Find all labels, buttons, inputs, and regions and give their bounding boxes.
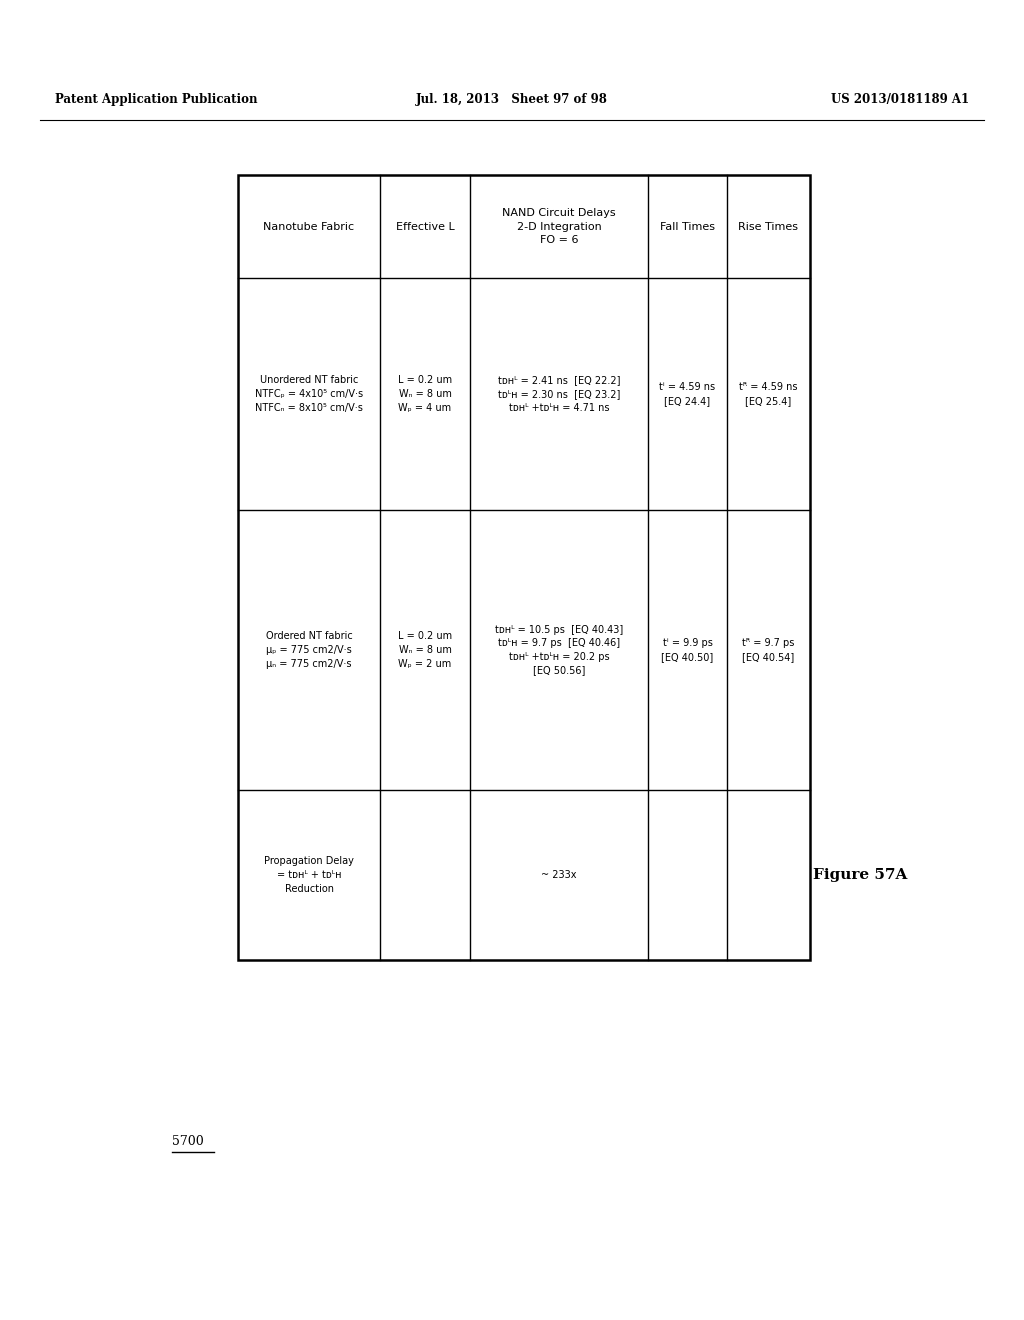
Text: tᴅʜᴸ = 2.41 ns  [EQ 22.2]
tᴅᴸʜ = 2.30 ns  [EQ 23.2]
tᴅʜᴸ +tᴅᴸʜ = 4.71 ns: tᴅʜᴸ = 2.41 ns [EQ 22.2] tᴅᴸʜ = 2.30 ns … [498, 375, 621, 413]
Text: tᴅʜᴸ = 10.5 ps  [EQ 40.43]
tᴅᴸʜ = 9.7 ps  [EQ 40.46]
tᴅʜᴸ +tᴅᴸʜ = 20.2 ps
[EQ 50: tᴅʜᴸ = 10.5 ps [EQ 40.43] tᴅᴸʜ = 9.7 ps … [495, 624, 624, 676]
Text: Rise Times: Rise Times [738, 222, 799, 231]
Text: Patent Application Publication: Patent Application Publication [55, 94, 257, 107]
Text: tᴿ = 9.7 ps
[EQ 40.54]: tᴿ = 9.7 ps [EQ 40.54] [742, 638, 795, 663]
Text: ~ 233x: ~ 233x [542, 870, 577, 880]
Text: tⁱ = 9.9 ps
[EQ 40.50]: tⁱ = 9.9 ps [EQ 40.50] [662, 638, 714, 663]
Text: Nanotube Fabric: Nanotube Fabric [263, 222, 354, 231]
Text: Ordered NT fabric
μₚ = 775 cm2/V·s
μₙ = 775 cm2/V·s: Ordered NT fabric μₚ = 775 cm2/V·s μₙ = … [265, 631, 352, 669]
Bar [238, 176, 810, 960]
Text: L = 0.2 um
Wₙ = 8 um
Wₚ = 2 um: L = 0.2 um Wₙ = 8 um Wₚ = 2 um [398, 631, 452, 669]
Text: Fall Times: Fall Times [660, 222, 715, 231]
Text: NAND Circuit Delays
2-D Integration
FO = 6: NAND Circuit Delays 2-D Integration FO =… [502, 209, 615, 244]
Text: L = 0.2 um
Wₙ = 8 um
Wₚ = 4 um: L = 0.2 um Wₙ = 8 um Wₚ = 4 um [398, 375, 452, 413]
Text: tᴿ = 4.59 ns
[EQ 25.4]: tᴿ = 4.59 ns [EQ 25.4] [739, 381, 798, 407]
Text: Figure 57A: Figure 57A [813, 869, 907, 882]
Text: US 2013/0181189 A1: US 2013/0181189 A1 [830, 94, 969, 107]
Text: tⁱ = 4.59 ns
[EQ 24.4]: tⁱ = 4.59 ns [EQ 24.4] [659, 381, 716, 407]
Text: Propagation Delay
= tᴅʜᴸ + tᴅᴸʜ
Reduction: Propagation Delay = tᴅʜᴸ + tᴅᴸʜ Reductio… [264, 855, 354, 895]
Text: Jul. 18, 2013   Sheet 97 of 98: Jul. 18, 2013 Sheet 97 of 98 [416, 94, 608, 107]
Text: Unordered NT fabric
NTFCₚ = 4x10⁵ cm/V·s
NTFCₙ = 8x10⁵ cm/V·s: Unordered NT fabric NTFCₚ = 4x10⁵ cm/V·s… [255, 375, 364, 413]
Text: Effective L: Effective L [395, 222, 455, 231]
Text: 5700: 5700 [172, 1135, 204, 1148]
